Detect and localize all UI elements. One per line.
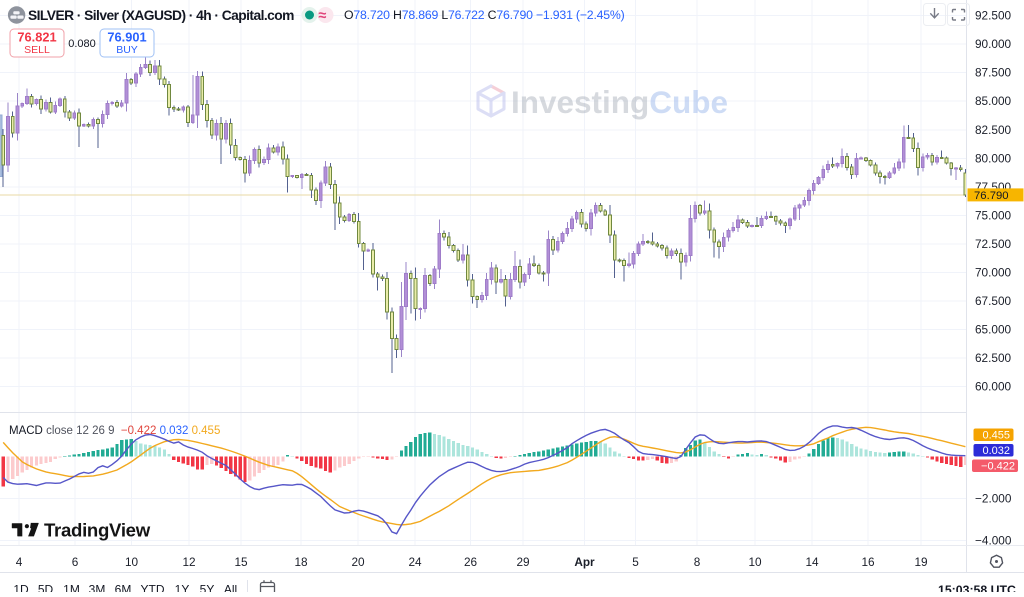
svg-text:5D: 5D [38, 583, 54, 593]
svg-text:12: 12 [182, 555, 195, 569]
svg-text:YTD: YTD [141, 583, 165, 593]
svg-text:29: 29 [516, 555, 529, 569]
svg-text:72.500: 72.500 [975, 237, 1012, 251]
svg-text:26: 26 [464, 555, 478, 569]
svg-text:90.000: 90.000 [975, 37, 1012, 51]
svg-text:MACD close 12 26 9 −0.422 0.0: MACD close 12 26 9 −0.422 0.032 0.455 [9, 425, 220, 437]
svg-text:80.000: 80.000 [975, 151, 1012, 165]
svg-text:O78.720 H78.869 L76.722 C76.79: O78.720 H78.869 L76.722 C76.790 −1.931 (… [344, 8, 625, 22]
svg-text:10: 10 [125, 555, 139, 569]
svg-text:20: 20 [351, 555, 365, 569]
svg-text:6: 6 [72, 555, 79, 569]
svg-text:15:03:58 UTC: 15:03:58 UTC [938, 583, 1016, 592]
svg-text:87.500: 87.500 [975, 66, 1012, 80]
svg-text:18: 18 [294, 555, 308, 569]
svg-text:InvestingCube: InvestingCube [511, 84, 728, 120]
svg-text:60.000: 60.000 [975, 380, 1012, 394]
svg-text:75.000: 75.000 [975, 208, 1012, 222]
svg-text:≈: ≈ [319, 8, 327, 24]
svg-text:−4.000: −4.000 [975, 533, 1012, 547]
svg-text:BUY: BUY [116, 44, 138, 56]
svg-text:62.500: 62.500 [975, 351, 1012, 365]
svg-text:92.500: 92.500 [975, 9, 1012, 23]
svg-text:15: 15 [234, 555, 248, 569]
svg-text:3M: 3M [89, 583, 106, 593]
svg-text:85.000: 85.000 [975, 94, 1012, 108]
svg-text:0.080: 0.080 [68, 38, 96, 50]
svg-text:8: 8 [694, 555, 701, 569]
svg-text:All: All [224, 583, 237, 593]
svg-text:14: 14 [805, 555, 819, 569]
svg-text:19: 19 [914, 555, 927, 569]
svg-text:76.821: 76.821 [17, 30, 56, 45]
svg-text:70.000: 70.000 [975, 265, 1012, 279]
svg-text:24: 24 [408, 555, 422, 569]
svg-text:Apr: Apr [574, 555, 595, 569]
svg-text:76.790: 76.790 [974, 190, 1009, 202]
svg-text:1Y: 1Y [175, 583, 190, 593]
svg-text:16: 16 [861, 555, 875, 569]
svg-text:1M: 1M [63, 583, 80, 593]
svg-text:0.032: 0.032 [982, 445, 1010, 457]
svg-text:−0.422: −0.422 [981, 461, 1015, 473]
svg-text:1D: 1D [13, 583, 29, 593]
svg-text:SILVER · Silver (XAGUSD) · 4h: SILVER · Silver (XAGUSD) · 4h · Capital.… [28, 8, 294, 23]
svg-text:SELL: SELL [24, 44, 50, 56]
svg-text:5: 5 [632, 555, 639, 569]
svg-text:67.500: 67.500 [975, 294, 1012, 308]
svg-text:6M: 6M [115, 583, 132, 593]
svg-text:−2.000: −2.000 [975, 491, 1012, 505]
svg-text:5Y: 5Y [200, 583, 215, 593]
svg-text:76.901: 76.901 [107, 30, 146, 45]
svg-text:TradingView: TradingView [44, 520, 151, 541]
svg-text:0.455: 0.455 [982, 430, 1010, 442]
svg-text:4: 4 [16, 555, 23, 569]
svg-text:82.500: 82.500 [975, 123, 1012, 137]
svg-text:10: 10 [748, 555, 762, 569]
svg-text:65.000: 65.000 [975, 323, 1012, 337]
